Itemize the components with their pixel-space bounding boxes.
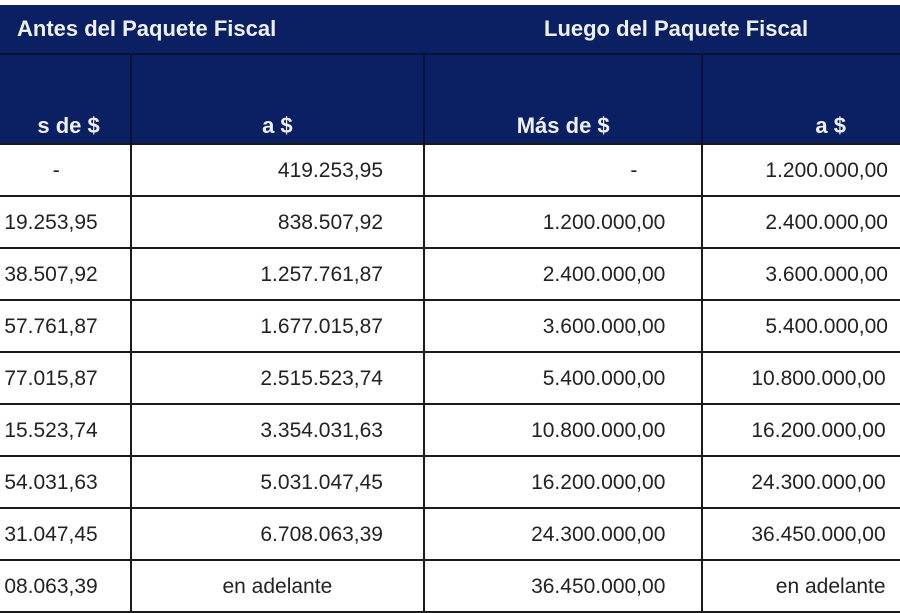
cell-after-to: 10.800.000,00 [701, 351, 900, 405]
table-row: 54.031,63 5.031.047,45 16.200.000,00 24.… [0, 455, 900, 509]
column-header-row: s de $ a $ Más de $ a $ [0, 54, 900, 144]
cell-after-to: 3.600.000,00 [701, 247, 900, 301]
cell-after-from: 10.800.000,00 [422, 403, 704, 457]
group-header-before: Antes del Paquete Fiscal [0, 5, 424, 55]
table-row: 38.507,92 1.257.761,87 2.400.000,00 3.60… [0, 247, 900, 301]
cell-before-from: - [0, 143, 132, 197]
cell-after-to: 5.400.000,00 [701, 299, 900, 353]
cell-before-from: 15.523,74 [0, 403, 132, 457]
cell-before-to: 1.257.761,87 [129, 247, 426, 301]
column-header-after-to: a $ [701, 54, 900, 144]
cell-before-to: 6.708.063,39 [129, 507, 426, 561]
table-row: 15.523,74 3.354.031,63 10.800.000,00 16.… [0, 403, 900, 457]
cell-before-from: 38.507,92 [0, 247, 132, 301]
cell-after-from: 3.600.000,00 [422, 299, 704, 353]
column-header-before-from: s de $ [0, 54, 132, 144]
cell-after-from: 24.300.000,00 [422, 507, 704, 561]
cell-before-to: 838.507,92 [129, 195, 426, 249]
cell-after-to: 24.300.000,00 [701, 455, 900, 509]
cell-after-from: 1.200.000,00 [422, 195, 704, 249]
table-row: 19.253,95 838.507,92 1.200.000,00 2.400.… [0, 195, 900, 249]
cell-after-from: 5.400.000,00 [422, 351, 704, 405]
cell-after-from: 16.200.000,00 [422, 455, 704, 509]
cell-before-to: 5.031.047,45 [129, 455, 426, 509]
group-header-row: Antes del Paquete Fiscal Luego del Paque… [0, 5, 900, 55]
cell-before-from: 77.015,87 [0, 351, 132, 405]
cell-after-to: 2.400.000,00 [701, 195, 900, 249]
column-header-after-from: Más de $ [422, 54, 704, 144]
table-row: - 419.253,95 - 1.200.000,00 [0, 143, 900, 197]
column-header-before-to: a $ [129, 54, 426, 144]
cell-before-to: en adelante [129, 559, 426, 613]
cell-before-from: 31.047,45 [0, 507, 132, 561]
table-row: 57.761,87 1.677.015,87 3.600.000,00 5.40… [0, 299, 900, 353]
tax-bracket-table: Antes del Paquete Fiscal Luego del Paque… [0, 5, 900, 613]
cell-after-to: 1.200.000,00 [701, 143, 900, 197]
cell-before-to: 1.677.015,87 [129, 299, 426, 353]
tax-bracket-table-container: Antes del Paquete Fiscal Luego del Paque… [0, 5, 900, 613]
cell-before-from: 08.063,39 [0, 559, 132, 613]
cell-before-from: 57.761,87 [0, 299, 132, 353]
table-row: 31.047,45 6.708.063,39 24.300.000,00 36.… [0, 507, 900, 561]
cell-after-to: en adelante [701, 559, 900, 613]
cell-before-to: 2.515.523,74 [129, 351, 426, 405]
cell-before-from: 19.253,95 [0, 195, 132, 249]
cell-after-from: 2.400.000,00 [422, 247, 704, 301]
cell-after-to: 36.450.000,00 [701, 507, 900, 561]
cell-after-from: - [422, 143, 704, 197]
cell-after-to: 16.200.000,00 [701, 403, 900, 457]
cell-before-to: 419.253,95 [129, 143, 426, 197]
table-row: 08.063,39 en adelante 36.450.000,00 en a… [0, 559, 900, 613]
cell-before-from: 54.031,63 [0, 455, 132, 509]
cell-after-from: 36.450.000,00 [422, 559, 704, 613]
cell-before-to: 3.354.031,63 [129, 403, 426, 457]
table-row: 77.015,87 2.515.523,74 5.400.000,00 10.8… [0, 351, 900, 405]
group-header-after: Luego del Paquete Fiscal [424, 5, 900, 55]
